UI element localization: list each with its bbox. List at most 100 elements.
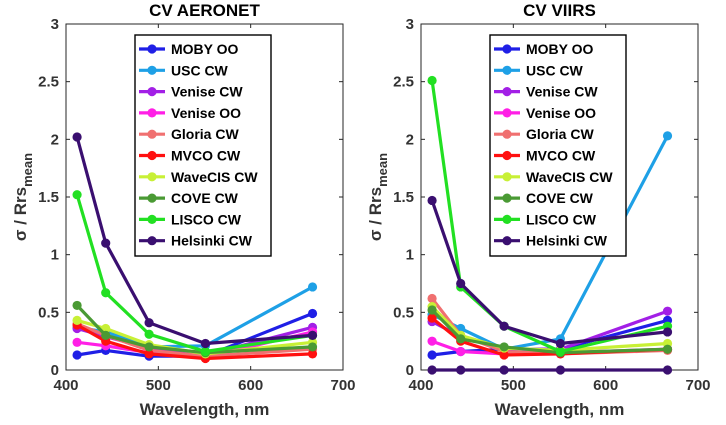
legend: MOBY OO USC CW Venise CW Venise OO Gloria CW… (134, 34, 272, 257)
y-axis-label: σ / Rrsmean (11, 153, 35, 241)
legend-swatch-marker (147, 150, 157, 161)
legend-entry: MVCO CW (171, 148, 241, 164)
legend-entry: LISCO CW (171, 211, 242, 227)
legend-entry: Helsinki CW (171, 233, 253, 249)
data-point (555, 365, 566, 375)
data-point (72, 132, 82, 142)
legend-entry: USC CW (526, 62, 584, 78)
y-tick-label: 2 (51, 131, 59, 148)
legend-entry: Venise CW (171, 84, 243, 100)
data-point (456, 278, 466, 289)
x-tick-label: 400 (53, 377, 78, 394)
legend-entry: Venise OO (171, 105, 241, 121)
data-point (101, 330, 111, 340)
legend-entry: MOBY OO (526, 41, 594, 57)
data-point (662, 131, 673, 141)
y-tick-label: 1 (51, 247, 59, 264)
data-point (307, 308, 318, 319)
y-axis-label-subscript: mean (375, 153, 390, 187)
data-point (72, 337, 82, 347)
chart-1: CV AERONET 400 500 600 700 0 0.5 1 1.5 2 2.5 3 Wavel… (11, 1, 356, 419)
data-point (662, 306, 673, 316)
legend-swatch-marker (147, 236, 157, 246)
x-axis-label: Wavelength, nm (495, 400, 625, 419)
y-tick-label: 2.5 (393, 74, 414, 91)
data-point (307, 282, 318, 292)
y-tick-label: 1.5 (38, 189, 59, 206)
y-tick-label: 2 (406, 131, 414, 148)
y-axis-label-main: σ / Rrs (366, 187, 385, 241)
legend-entry: Gloria CW (526, 126, 594, 142)
data-point (427, 75, 437, 86)
data-point (427, 313, 437, 323)
legend-swatch-marker (502, 65, 512, 75)
data-point (427, 293, 437, 304)
y-tick-label: 0.5 (393, 304, 414, 321)
legend-swatch-marker (502, 193, 512, 203)
y-axis-label-subscript: mean (20, 153, 35, 187)
data-point (662, 344, 673, 354)
data-point (555, 346, 566, 357)
legend-swatch-marker (502, 87, 512, 97)
y-tick-label: 0.5 (38, 304, 59, 321)
legend-entry: WaveCIS CW (171, 169, 258, 185)
legend-entry: USC CW (171, 62, 229, 78)
data-point (72, 350, 82, 360)
legend: MOBY OO USC CW Venise CW Venise OO Gloria CW… (489, 34, 627, 257)
chart-2: CV VIIRS 400 500 600 700 0 0.5 1 1.5 2 2.5 3 Wavelen… (366, 1, 711, 419)
legend-swatch-marker (147, 44, 157, 54)
legend-swatch-marker (502, 108, 512, 118)
x-tick-label: 600 (593, 377, 618, 394)
data-point (499, 350, 509, 360)
legend-swatch-marker (502, 214, 512, 224)
data-point (427, 350, 437, 360)
legend-swatch-marker (147, 193, 157, 203)
y-tick-label: 1 (406, 247, 414, 264)
data-point (307, 349, 318, 359)
y-tick-label: 2.5 (38, 74, 59, 91)
y-tick-label: 3 (51, 16, 59, 33)
data-point (456, 365, 466, 375)
legend-entry: Venise CW (526, 84, 598, 100)
data-point (144, 329, 154, 339)
data-point (72, 300, 82, 311)
data-point (662, 365, 673, 375)
y-tick-label: 3 (406, 16, 414, 33)
data-point (427, 336, 437, 346)
x-tick-label: 600 (238, 377, 263, 394)
data-point (307, 342, 318, 352)
legend-swatch-marker (147, 65, 157, 75)
legend-swatch-marker (502, 129, 512, 139)
legend-entry: LISCO CW (526, 211, 597, 227)
legend-entry: MOBY OO (171, 41, 239, 57)
y-axis-label-main: σ / Rrs (11, 187, 30, 241)
data-point (200, 338, 211, 349)
legend-swatch-marker (147, 172, 157, 182)
legend-swatch-marker (147, 108, 157, 118)
data-point (555, 338, 566, 349)
legend-swatch-marker (147, 214, 157, 224)
legend-swatch-marker (147, 87, 157, 97)
data-point (499, 321, 509, 331)
legend-swatch-marker (502, 150, 512, 161)
y-tick-label: 0 (51, 362, 59, 379)
legend-entry: COVE CW (526, 190, 594, 206)
x-tick-label: 500 (146, 377, 171, 394)
legend-swatch-marker (502, 172, 512, 182)
data-point (144, 318, 154, 328)
legend-entry: Venise OO (526, 105, 596, 121)
x-tick-label: 400 (408, 377, 433, 394)
data-point (499, 342, 509, 352)
data-point (499, 365, 509, 375)
y-axis-label: σ / Rrsmean (366, 153, 390, 241)
data-point (456, 334, 466, 344)
data-point (427, 365, 437, 375)
data-point (144, 342, 154, 352)
data-point (101, 288, 111, 298)
data-point (101, 238, 111, 248)
chart-title: CV VIIRS (523, 1, 596, 20)
data-point (200, 346, 211, 357)
legend-entry: WaveCIS CW (526, 169, 613, 185)
data-point (662, 327, 673, 337)
